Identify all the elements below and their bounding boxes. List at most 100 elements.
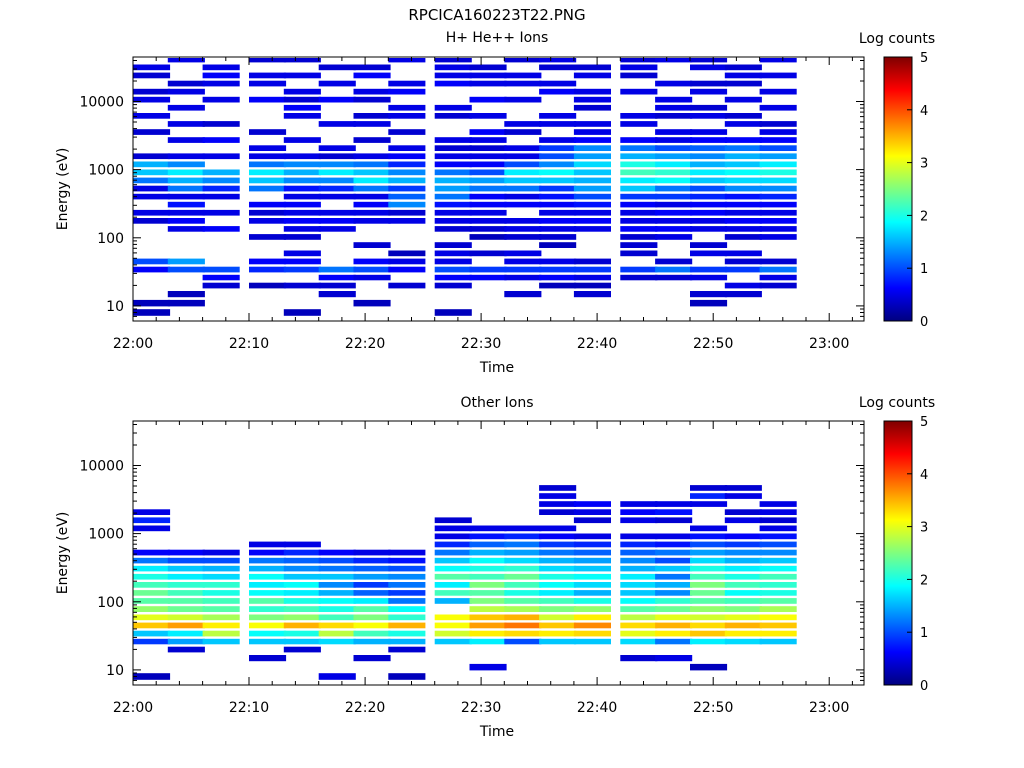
heatmap-cell <box>202 614 240 621</box>
heatmap-cell <box>504 614 542 621</box>
heatmap-cell <box>573 137 611 143</box>
heatmap-cell <box>388 638 426 645</box>
colorbar-tick-label: 5 <box>920 51 928 66</box>
heatmap-cell <box>202 282 240 289</box>
heatmap-cell <box>469 153 507 160</box>
heatmap-cell <box>690 266 728 273</box>
heatmap-cell <box>434 145 472 151</box>
heatmap-cell <box>620 614 658 621</box>
heatmap-cell <box>249 614 287 621</box>
heatmap-cell <box>133 193 171 200</box>
heatmap-cell <box>655 533 693 540</box>
heatmap-cells <box>133 58 797 316</box>
heatmap-cell <box>388 598 426 604</box>
heatmap-cell <box>318 557 356 564</box>
heatmap-cell <box>249 598 287 604</box>
heatmap-cell <box>759 209 797 216</box>
heatmap-cell <box>133 517 171 524</box>
heatmap-cell <box>434 638 472 645</box>
heatmap-cell <box>469 113 507 119</box>
heatmap-cell <box>202 266 240 273</box>
heatmap-cell <box>539 113 577 119</box>
heatmap-cell <box>573 193 611 200</box>
x-tick-label: 22:50 <box>693 700 733 716</box>
heatmap-cell <box>133 590 171 596</box>
colorbar-tick-label: 2 <box>920 573 928 588</box>
heatmap-cells <box>133 485 797 680</box>
heatmap-cell <box>655 201 693 208</box>
heatmap-cell <box>388 218 426 224</box>
heatmap-cell <box>353 565 391 572</box>
y-tick-label: 10 <box>106 299 124 315</box>
heatmap-cell <box>690 161 728 168</box>
heatmap-cell <box>434 533 472 540</box>
heatmap-cell <box>469 193 507 200</box>
heatmap-cell <box>539 493 577 499</box>
heatmap-cell <box>759 201 797 208</box>
heatmap-cell <box>434 137 472 143</box>
heatmap-cell <box>469 72 507 79</box>
heatmap-cell <box>655 145 693 151</box>
heatmap-cell <box>655 274 693 281</box>
heatmap-cell <box>167 614 205 621</box>
heatmap-cell <box>133 88 171 95</box>
heatmap-cell <box>434 630 472 637</box>
heatmap-cell <box>202 606 240 612</box>
heatmap-cell <box>249 549 287 556</box>
heatmap-cell <box>249 185 287 192</box>
heatmap-cell <box>759 58 797 63</box>
heatmap-cell <box>724 291 762 298</box>
plot-frame <box>132 56 865 322</box>
heatmap-cell <box>690 565 728 572</box>
heatmap-cell <box>759 193 797 200</box>
heatmap-cell <box>539 153 577 160</box>
heatmap-cell <box>469 590 507 596</box>
heatmap-cell <box>353 274 391 281</box>
heatmap-cell <box>353 153 391 160</box>
heatmap-cell <box>504 185 542 192</box>
heatmap-cell <box>434 274 472 281</box>
heatmap-cell <box>573 274 611 281</box>
heatmap-cell <box>655 541 693 548</box>
heatmap-cell <box>318 573 356 580</box>
heatmap-cell <box>504 80 542 87</box>
heatmap-cell <box>283 565 321 572</box>
heatmap-cell <box>318 549 356 556</box>
heatmap-cell <box>573 121 611 127</box>
heatmap-cell <box>283 638 321 645</box>
heatmap-cell <box>202 590 240 596</box>
x-tick-label: 22:20 <box>345 336 385 352</box>
heatmap-cell <box>318 266 356 273</box>
heatmap-cell <box>573 614 611 621</box>
heatmap-cell <box>133 557 171 564</box>
heatmap-cell <box>434 113 472 119</box>
heatmap-cell <box>539 638 577 645</box>
heatmap-cell <box>167 557 205 564</box>
heatmap-cell <box>353 590 391 596</box>
heatmap-cell <box>434 565 472 572</box>
heatmap-cell <box>388 549 426 556</box>
heatmap-cell <box>724 485 762 491</box>
heatmap-cell <box>353 614 391 621</box>
heatmap-cell <box>620 533 658 540</box>
heatmap-cell <box>724 226 762 232</box>
heatmap-cell <box>573 638 611 645</box>
heatmap-cell <box>469 663 507 671</box>
heatmap-cell <box>724 121 762 127</box>
heatmap-cell <box>620 121 658 127</box>
heatmap-cell <box>133 509 171 515</box>
y-tick-label: 100 <box>97 231 124 247</box>
heatmap-cell <box>573 96 611 103</box>
heatmap-cell <box>318 590 356 596</box>
heatmap-cell <box>573 282 611 289</box>
heatmap-cell <box>620 565 658 572</box>
heatmap-cell <box>353 88 391 95</box>
heatmap-cell <box>504 193 542 200</box>
heatmap-cell <box>318 282 356 289</box>
heatmap-cell <box>690 193 728 200</box>
heatmap-cell <box>655 266 693 273</box>
figure-title: RPCICA160223T22.PNG <box>408 6 585 24</box>
heatmap-cell <box>318 169 356 176</box>
heatmap-cell <box>724 234 762 240</box>
heatmap-cell <box>573 557 611 564</box>
